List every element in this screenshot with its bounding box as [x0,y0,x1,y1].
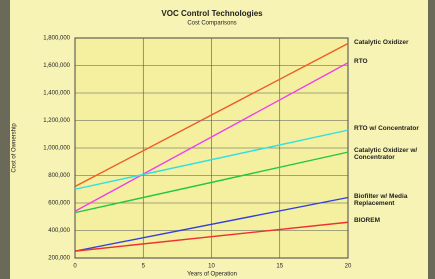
y-axis-label: Cost of Ownership [12,123,18,173]
chart-title: VOC Control Technologies [161,9,263,18]
x-tick-label: 10 [208,264,215,270]
legend-entry: RTO w/ Concentrator [354,125,434,149]
chart: VOC Control Technologies Cost Comparison… [0,0,435,279]
series-label: RTO [354,58,434,65]
legend-entry: BIOREM [354,217,434,241]
x-tick-label: 20 [345,264,352,270]
y-tick-label: 400,000 [48,228,70,234]
legend-entry: Catalytic Oxidizer w/ Concentrator [354,147,434,171]
y-tick-label: 1,600,000 [43,63,70,69]
y-tick-label: 600,000 [48,201,70,207]
x-axis-label: Years of Operation [187,272,237,278]
chart-subtitle: Cost Comparisons [187,21,236,27]
y-tick-label: 200,000 [48,256,70,262]
series-label: Catalytic Oxidizer w/ Concentrator [354,147,434,161]
y-tick-label: 1,000,000 [43,146,70,152]
series-label: BIOREM [354,217,434,224]
legend-entry: RTO [354,58,434,82]
y-tick-label: 1,800,000 [43,36,70,42]
series-label: Biofilter w/ Media Replacement [354,193,434,207]
y-tick-label: 1,400,000 [43,91,70,97]
series-label: RTO w/ Concentrator [354,125,434,132]
series-label: Catalytic Oxidizer [354,39,434,46]
x-tick-label: 15 [276,264,283,270]
legend-entry: Biofilter w/ Media Replacement [354,193,434,217]
y-tick-label: 1,200,000 [43,118,70,124]
y-tick-label: 800,000 [48,173,70,179]
